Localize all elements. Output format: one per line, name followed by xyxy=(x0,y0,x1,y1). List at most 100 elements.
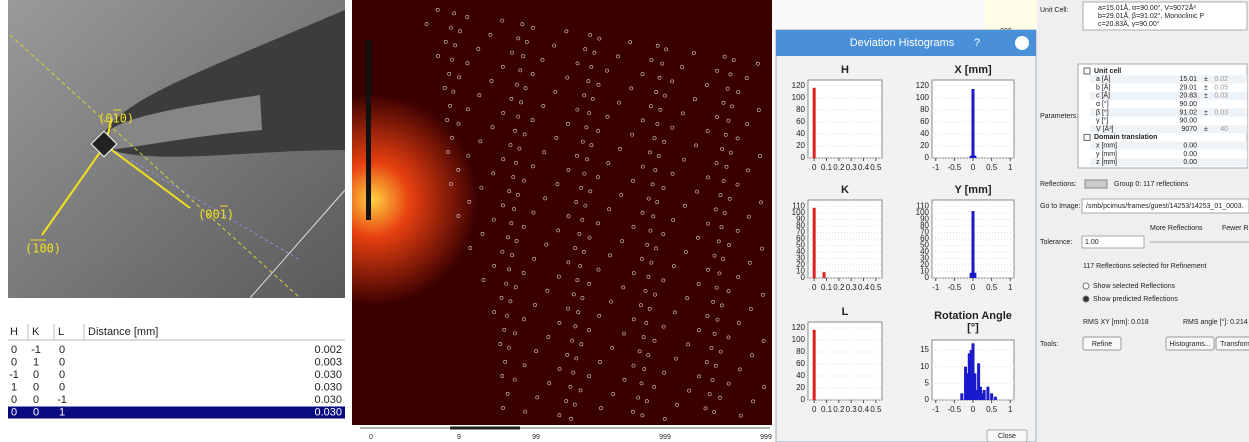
y-tick-label: 15 xyxy=(920,345,929,354)
y-tick-label: 60 xyxy=(796,359,805,368)
x-tick-label: 0.5 xyxy=(870,163,882,172)
radio-label[interactable]: Show predicted Reflections xyxy=(1093,296,1178,303)
close-icon[interactable] xyxy=(1015,36,1029,50)
tree-group: Domain translation xyxy=(1094,134,1157,141)
unit-cell-line: b=29.01Å, β=91.02°, Monoclinic P xyxy=(1098,11,1204,20)
parameter-value[interactable]: 91.02 xyxy=(1179,109,1197,116)
table-cell[interactable]: 0.003 xyxy=(314,356,342,368)
y-tick-label: 0 xyxy=(925,153,930,162)
parameter-value[interactable]: 15.01 xyxy=(1179,76,1197,83)
parameter-name: z [mm] xyxy=(1096,159,1117,166)
plus-minus: ± xyxy=(1204,126,1208,133)
x-tick-label: 0.5 xyxy=(986,405,998,414)
parameter-error: 0.02 xyxy=(1214,76,1228,83)
group-swatch xyxy=(1085,180,1107,188)
x-tick-label: 0 xyxy=(971,283,976,292)
button-label[interactable]: Transform xyxy=(1220,341,1249,348)
table-cell[interactable]: -1 xyxy=(31,344,41,356)
column-header: H xyxy=(10,326,18,338)
x-tick-label: 0.5 xyxy=(986,283,998,292)
table-cell[interactable]: 0 xyxy=(33,369,39,381)
dropdown-value[interactable]: Group 0: 117 reflections xyxy=(1114,181,1189,188)
parameter-name: b [Å] xyxy=(1096,82,1110,91)
parameter-value[interactable]: 90.00 xyxy=(1179,118,1197,125)
histogram-bar xyxy=(813,208,816,278)
x-tick-label: 0.2 xyxy=(833,405,845,414)
table-cell[interactable]: 0 xyxy=(11,356,17,368)
parameter-value[interactable]: 29.01 xyxy=(1179,84,1197,91)
table-cell[interactable]: 0.030 xyxy=(314,369,342,381)
x-tick-label: 0 xyxy=(812,405,817,414)
table-cell[interactable]: 0 xyxy=(11,406,17,418)
rms-text: RMS XY [mm]: 0.018 xyxy=(1083,319,1149,326)
ruler-label: 9 xyxy=(457,434,461,441)
table-cell[interactable]: 0 xyxy=(59,381,65,393)
y-tick-label: 0 xyxy=(925,395,930,404)
y-tick-label: 110 xyxy=(792,202,805,211)
y-tick-label: 60 xyxy=(796,117,805,126)
column-header: K xyxy=(32,326,40,338)
parameter-value[interactable]: 0.00 xyxy=(1183,151,1197,158)
button-label[interactable]: Histograms... xyxy=(1169,341,1210,348)
y-tick-label: 10 xyxy=(920,362,929,371)
table-cell[interactable]: 0 xyxy=(59,369,65,381)
table-cell[interactable]: 1 xyxy=(59,406,65,418)
checkbox[interactable] xyxy=(1084,68,1090,74)
histogram-title: K xyxy=(841,184,849,196)
parameter-value[interactable]: 9070 xyxy=(1181,126,1197,133)
button-label[interactable]: Refine xyxy=(1092,341,1112,348)
table-cell[interactable]: 1 xyxy=(33,356,39,368)
table-cell[interactable]: 1 xyxy=(11,381,17,393)
table-cell[interactable]: 0 xyxy=(11,344,17,356)
table-cell[interactable]: 0.002 xyxy=(314,344,342,356)
table-cell[interactable]: -1 xyxy=(9,369,19,381)
x-tick-label: 0.1 xyxy=(821,405,833,414)
parameter-name: V [Å³] xyxy=(1096,124,1114,133)
table-cell[interactable]: 0 xyxy=(59,344,65,356)
radio-label[interactable]: Show selected Reflections xyxy=(1093,283,1176,290)
y-tick-label: 80 xyxy=(796,347,805,356)
table-cell[interactable]: 0.030 xyxy=(314,394,342,406)
table-cell[interactable]: 0.030 xyxy=(314,381,342,393)
parameter-value[interactable]: 90.00 xyxy=(1179,101,1197,108)
x-tick-label: 0.3 xyxy=(846,283,858,292)
table-cell[interactable]: -1 xyxy=(57,394,67,406)
label: Go to Image: xyxy=(1040,203,1081,210)
parameter-value[interactable]: 0.00 xyxy=(1183,159,1197,166)
diffraction-image xyxy=(352,0,772,425)
x-tick-label: 0 xyxy=(971,405,976,414)
x-tick-label: -0.5 xyxy=(947,405,961,414)
radio[interactable] xyxy=(1083,296,1089,302)
checkbox[interactable] xyxy=(1084,134,1090,140)
table-cell[interactable]: 0 xyxy=(33,394,39,406)
table-cell[interactable]: 0 xyxy=(33,406,39,418)
tolerance-value[interactable]: 1.00 xyxy=(1085,239,1099,246)
parameter-value[interactable]: 20.83 xyxy=(1179,93,1197,100)
x-tick-label: 0.5 xyxy=(870,405,882,414)
x-tick-label: -1 xyxy=(932,163,940,172)
parameter-error: 0.03 xyxy=(1214,109,1228,116)
close-button-label[interactable]: Close xyxy=(998,433,1016,440)
table-cell[interactable]: 0 xyxy=(11,394,17,406)
x-tick-label: 0.5 xyxy=(870,283,882,292)
axis-label: (001) xyxy=(198,208,234,222)
x-tick-label: 0 xyxy=(812,163,817,172)
parameter-name: y [mm] xyxy=(1096,151,1117,158)
histogram-subtitle: [°] xyxy=(967,322,979,334)
table-cell[interactable]: 0.030 xyxy=(314,406,342,418)
parameter-value[interactable]: 0.00 xyxy=(1183,143,1197,150)
path-value[interactable]: /smb/pcimus/frames/guest/14253/14253_01_… xyxy=(1086,203,1244,210)
y-tick-label: 20 xyxy=(796,141,805,150)
label: Tolerance: xyxy=(1040,239,1072,246)
reflection-table: HKLDistance [mm]0-100.0020100.003-1000.0… xyxy=(8,324,345,419)
table-cell[interactable]: 0 xyxy=(33,381,39,393)
table-cell[interactable]: 0 xyxy=(59,356,65,368)
radio[interactable] xyxy=(1083,283,1089,289)
y-tick-label: 80 xyxy=(796,105,805,114)
x-tick-label: 0.3 xyxy=(846,163,858,172)
help-button[interactable]: ? xyxy=(974,37,980,49)
y-tick-label: 100 xyxy=(916,93,930,102)
tree-row xyxy=(1090,100,1247,108)
histogram-title: H xyxy=(841,64,849,76)
x-tick-label: 1 xyxy=(1008,283,1013,292)
